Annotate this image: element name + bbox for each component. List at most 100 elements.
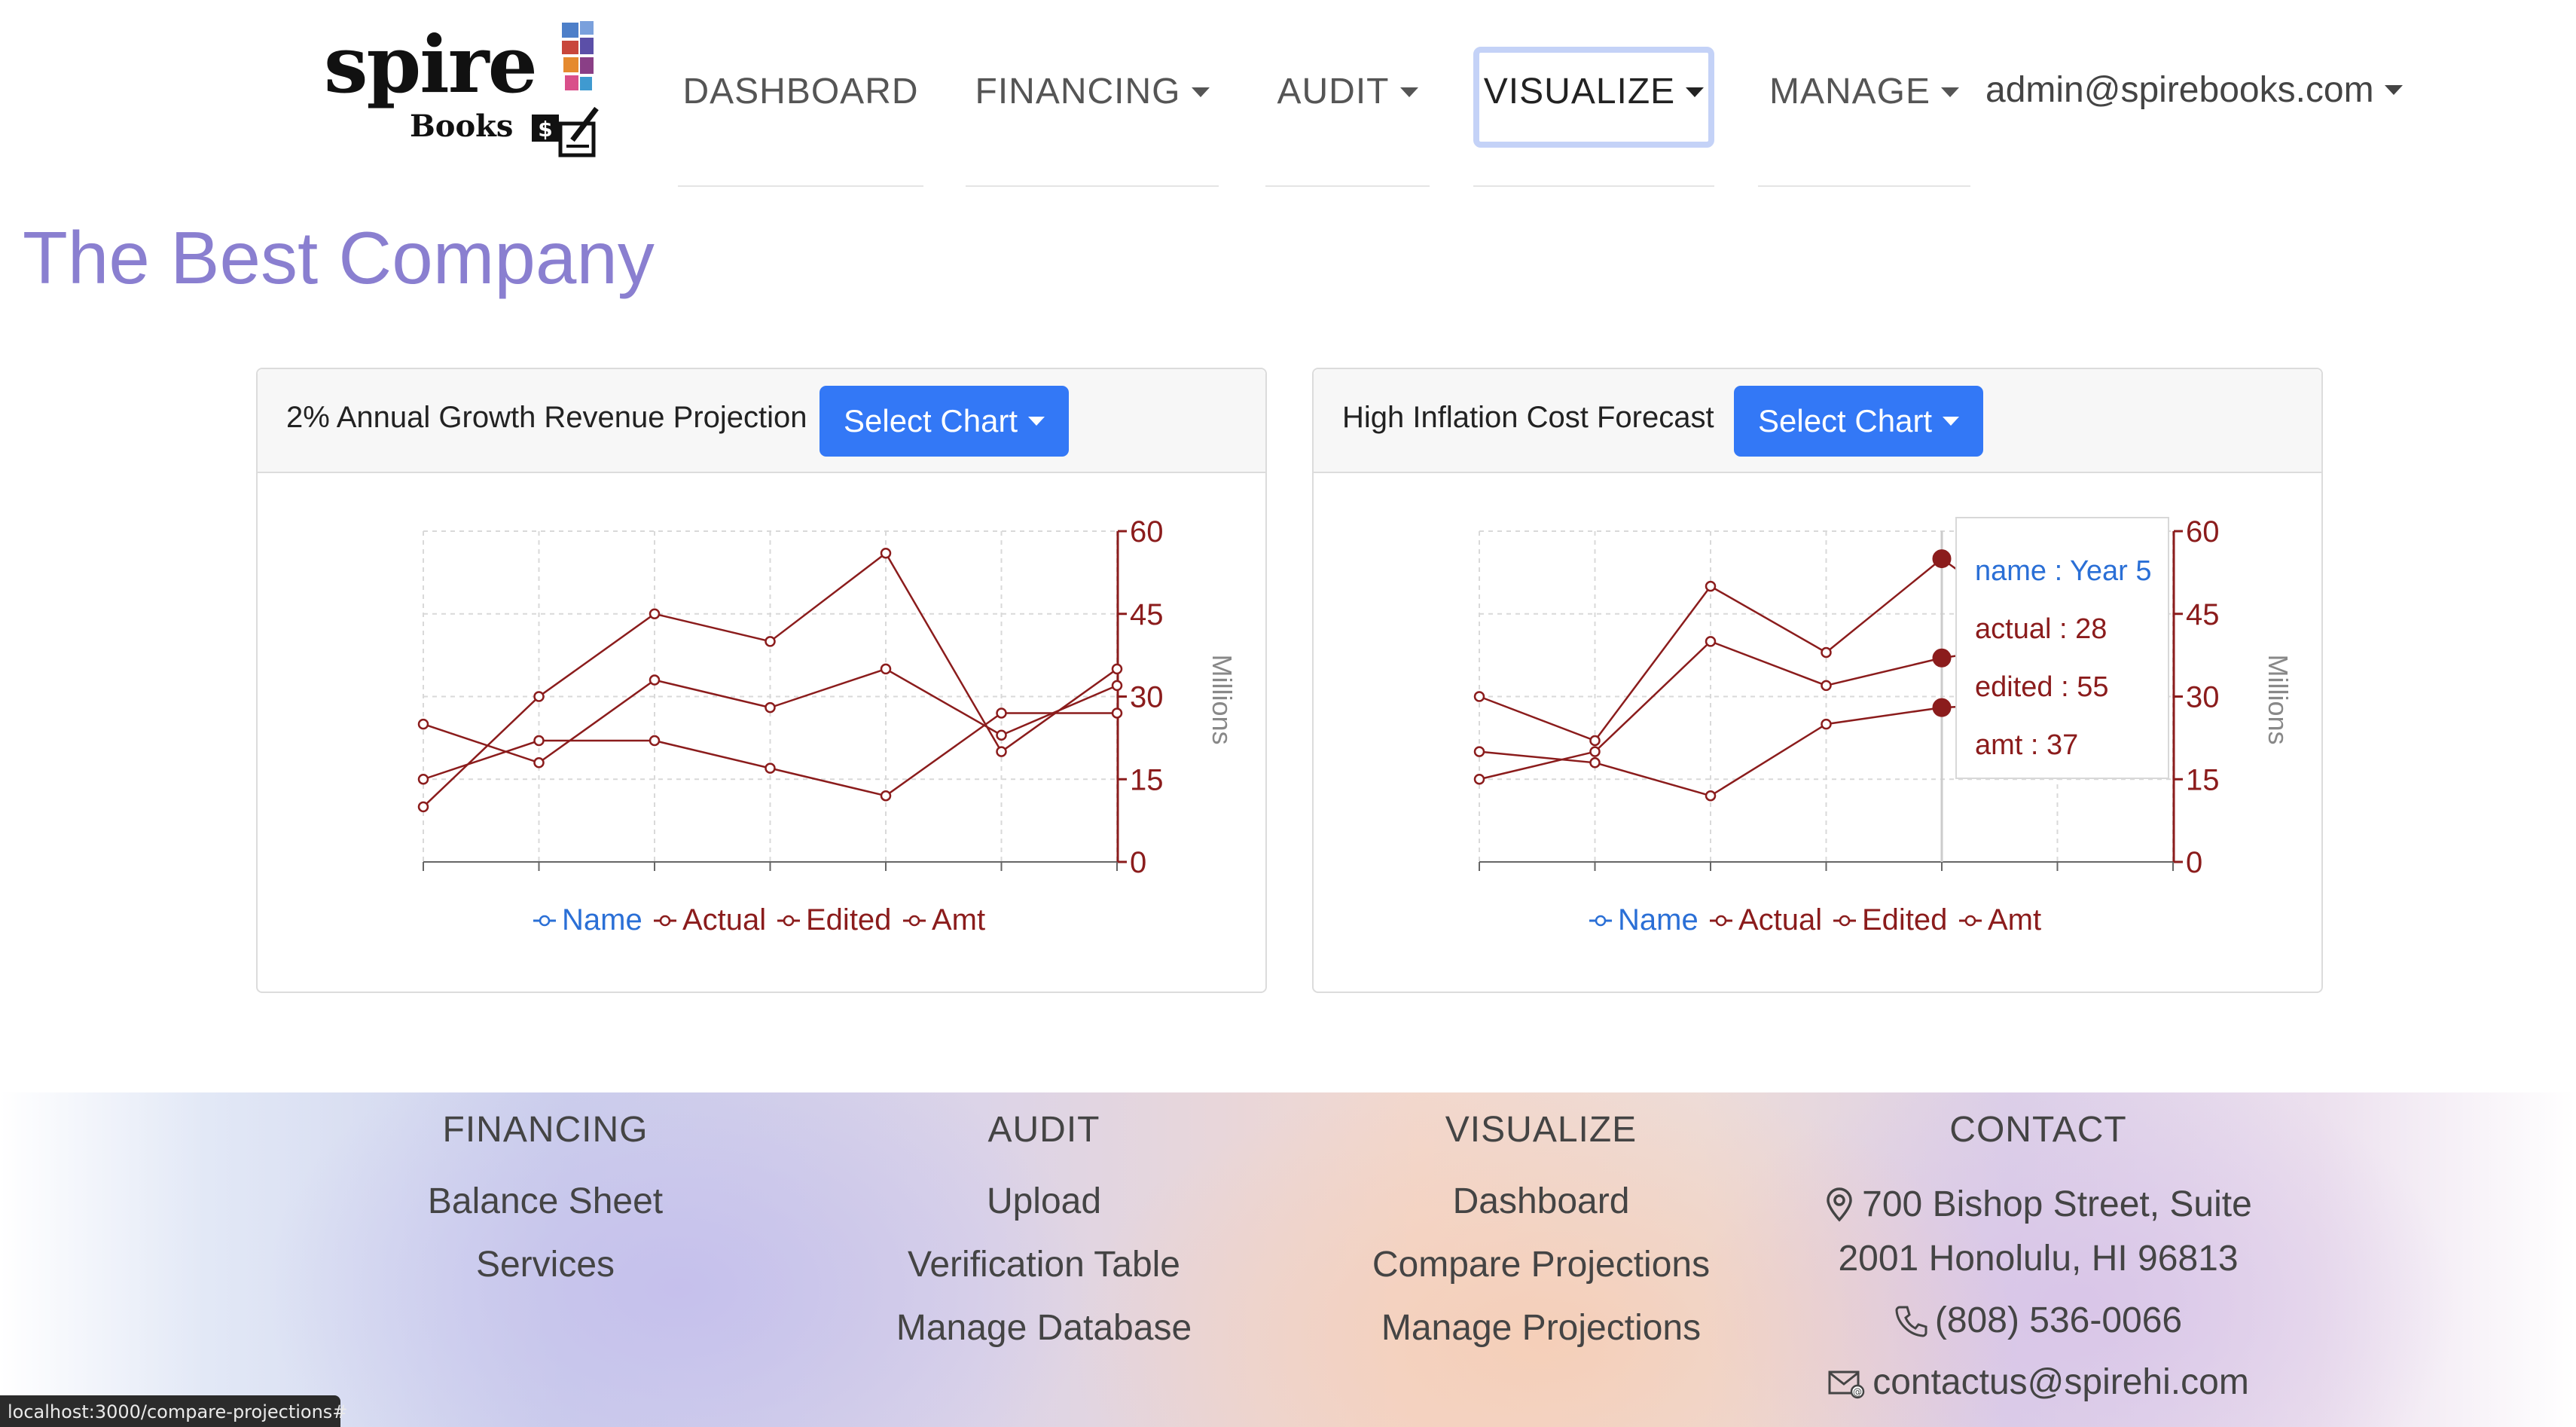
footer-contact: CONTACT 700 Bishop Street, Suite 2001 Ho…: [1805, 1092, 2272, 1410]
chart-tooltip: name : Year 5 actual : 28 edited : 55 am…: [1955, 517, 2169, 779]
data-point: [649, 674, 661, 686]
map-pin-icon: [1827, 1187, 1852, 1222]
footer: FINANCING Balance Sheet Services AUDIT U…: [0, 1092, 2576, 1427]
data-point: [996, 746, 1007, 757]
select-chart-button[interactable]: Select Chart: [819, 386, 1070, 457]
tooltip-amt: amt : 37: [1975, 729, 2079, 761]
data-point: [417, 718, 429, 730]
legend-label: Edited: [806, 903, 891, 937]
data-point: [1589, 735, 1601, 747]
caret-down-icon: [1686, 87, 1705, 97]
y-tick-label: 0: [2186, 846, 2202, 879]
page-title: The Best Company: [23, 216, 655, 299]
select-chart-button[interactable]: Select Chart: [1734, 386, 1984, 457]
y-tick-label: 60: [1130, 515, 1164, 548]
data-point: [880, 548, 892, 559]
data-point: [880, 790, 892, 802]
data-point: [417, 774, 429, 785]
y-tick-label: 45: [1130, 598, 1164, 631]
footer-link-services[interactable]: Services: [475, 1245, 615, 1285]
data-point: [533, 757, 545, 769]
data-point: [1111, 707, 1123, 719]
legend-label: Actual: [682, 903, 766, 937]
nav-audit-dropdown[interactable]: AUDIT: [1265, 54, 1430, 187]
data-point: [1473, 746, 1485, 757]
data-point: [533, 735, 545, 747]
y-tick-label: 30: [2186, 681, 2220, 714]
user-account-dropdown[interactable]: admin@spirebooks.com: [1985, 69, 2403, 111]
y-tick-label: 15: [2186, 763, 2220, 796]
y-tick-label: 15: [1130, 763, 1164, 796]
card-title: High Inflation Cost Forecast: [1342, 401, 1714, 434]
nav-dashboard-label: DASHBOARD: [682, 72, 919, 112]
data-point: [1473, 774, 1485, 785]
address-line-1: 700 Bishop Street, Suite: [1862, 1184, 2252, 1224]
nav-visualize-label: VISUALIZE: [1483, 72, 1676, 112]
data-point: [1111, 663, 1123, 675]
data-point: [1589, 746, 1601, 757]
contact-phone[interactable]: (808) 536-0066: [1805, 1294, 2272, 1348]
spire-books-logo[interactable]: spire Books $: [324, 20, 610, 157]
data-point: [1821, 680, 1832, 692]
legend-marker: [659, 915, 671, 927]
data-point: [1589, 757, 1601, 769]
footer-link-verification-table[interactable]: Verification Table: [907, 1245, 1180, 1285]
footer-link-manage-database[interactable]: Manage Database: [896, 1308, 1192, 1348]
envelope-icon: @: [1828, 1370, 1865, 1399]
contact-address: 700 Bishop Street, Suite 2001 Honolulu, …: [1805, 1178, 2272, 1286]
legend-label: Edited: [1862, 903, 1947, 937]
y-axis-label: Millions: [1207, 654, 1238, 744]
data-point: [417, 801, 429, 813]
chart-card-revenue: 2% Annual Growth Revenue Projection Sele…: [256, 368, 1267, 993]
nav-visualize-dropdown[interactable]: VISUALIZE: [1473, 47, 1714, 187]
footer-link-upload[interactable]: Upload: [986, 1181, 1102, 1221]
caret-down-icon: [1191, 87, 1210, 97]
line-chart[interactable]: 0 15 30 45 60 Millions Name Actual Edited Amt: [1314, 475, 2323, 993]
legend-label: Amt: [932, 903, 985, 937]
legend-label: Name: [562, 903, 642, 937]
nav-dashboard[interactable]: DASHBOARD: [678, 54, 923, 187]
y-tick-label: 30: [1130, 681, 1164, 714]
tooltip-edited: edited : 55: [1975, 671, 2109, 703]
user-email: admin@spirebooks.com: [1985, 70, 2374, 110]
data-point: [1821, 646, 1832, 658]
footer-link-dashboard[interactable]: Dashboard: [1452, 1181, 1630, 1221]
caret-down-icon: [1028, 417, 1045, 426]
footer-heading: VISUALIZE: [1445, 1110, 1637, 1150]
data-point: [1821, 718, 1832, 730]
legend-label: Name: [1618, 903, 1699, 937]
contact-email[interactable]: @ contactus@spirehi.com: [1805, 1355, 2272, 1410]
caret-down-icon: [1941, 87, 1960, 97]
data-point: [996, 707, 1007, 719]
data-point: [1705, 636, 1717, 647]
footer-link-balance-sheet[interactable]: Balance Sheet: [427, 1181, 664, 1221]
address-line-2: 2001 Honolulu, HI 96813: [1838, 1239, 2239, 1279]
legend-marker: [1839, 915, 1851, 927]
nav-financing-dropdown[interactable]: FINANCING: [966, 54, 1219, 187]
nav-manage-dropdown[interactable]: MANAGE: [1758, 54, 1970, 187]
footer-link-compare-projections[interactable]: Compare Projections: [1372, 1245, 1711, 1285]
footer-heading: AUDIT: [987, 1110, 1100, 1150]
status-bar-url: localhost:3000/compare-projections#: [0, 1395, 347, 1427]
logo-books: Books: [410, 108, 514, 144]
check-pen-icon: $: [532, 106, 599, 157]
tooltip-name: name : Year 5: [1975, 555, 2152, 587]
caret-down-icon: [2384, 85, 2403, 95]
select-chart-label: Select Chart: [1758, 403, 1933, 438]
legend-marker: [1595, 915, 1607, 927]
footer-visualize: VISUALIZE Dashboard Compare Projections …: [1308, 1092, 1775, 1349]
y-axis-label: Millions: [2263, 654, 2294, 744]
data-point: [765, 762, 776, 774]
y-tick-label: 0: [1130, 846, 1146, 879]
card-header: 2% Annual Growth Revenue Projection Sele…: [258, 369, 1265, 473]
chart-card-cost: High Inflation Cost Forecast Select Char…: [1312, 368, 2323, 993]
data-point: [1111, 680, 1123, 692]
legend-label: Amt: [1988, 903, 2041, 937]
footer-link-manage-projections[interactable]: Manage Projections: [1381, 1308, 1702, 1348]
legend-marker: [1715, 915, 1727, 927]
data-point: [533, 691, 545, 702]
nav-audit-label: AUDIT: [1277, 72, 1390, 112]
data-point: [765, 636, 776, 647]
line-chart[interactable]: 0 15 30 45 60 Millions Name Actual Edited Amt: [258, 475, 1267, 993]
nav-manage-label: MANAGE: [1769, 72, 1931, 112]
